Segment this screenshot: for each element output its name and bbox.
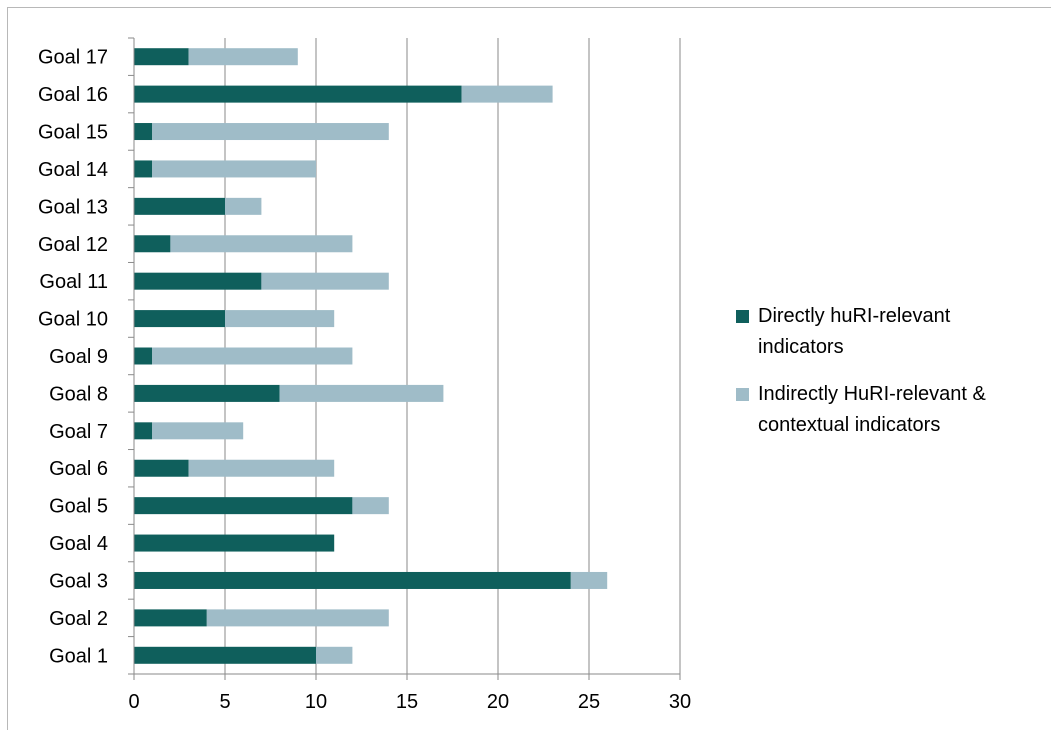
bar-series1-goal-16 <box>134 85 462 103</box>
bar-series1-goal-12 <box>134 235 171 253</box>
category-label: Goal 14 <box>38 159 108 181</box>
category-label: Goal 4 <box>49 533 108 555</box>
category-labels: Goal 1 Goal 2 Goal 3 Goal 4 Goal 5 Goal 6 Goal… <box>38 47 108 668</box>
bar-series1-goal-3 <box>134 571 571 589</box>
bar-series1-goal-8 <box>134 384 280 402</box>
category-label: Goal 12 <box>38 234 108 256</box>
bar-series1-goal-1 <box>134 646 316 664</box>
bar-series2-goal-5 <box>352 497 389 515</box>
legend-label-1: indicators <box>758 336 844 358</box>
legend-label-2: contextual indicators <box>758 414 940 436</box>
axes <box>128 37 681 680</box>
bar-series2-goal-11 <box>261 272 389 290</box>
category-label: Goal 11 <box>39 271 108 293</box>
bar-series2-goal-16 <box>461 85 553 103</box>
bar-series1-goal-15 <box>134 123 153 141</box>
bar-series1-goal-14 <box>134 160 153 178</box>
category-label: Goal 9 <box>49 346 108 368</box>
legend-swatch-1 <box>736 310 749 323</box>
bar-series2-goal-15 <box>152 123 389 141</box>
x-tick-label: 0 <box>128 691 139 713</box>
bar-series2-goal-12 <box>170 235 353 253</box>
category-label: Goal 8 <box>49 383 108 405</box>
bar-series1-goal-10 <box>134 310 225 328</box>
category-label: Goal 17 <box>38 47 108 69</box>
bars <box>134 48 608 664</box>
category-label: Goal 6 <box>49 458 108 480</box>
bar-series2-goal-17 <box>188 48 298 66</box>
bar-series1-goal-7 <box>134 422 153 440</box>
category-label: Goal 15 <box>38 122 108 144</box>
bar-series1-goal-5 <box>134 497 353 515</box>
legend-label-1: Directly huRI-relevant <box>758 305 951 327</box>
bar-series2-goal-2 <box>206 609 389 627</box>
bar-series2-goal-1 <box>316 646 353 664</box>
x-tick-label: 25 <box>578 691 600 713</box>
bar-series1-goal-2 <box>134 609 207 627</box>
category-label: Goal 13 <box>38 196 108 218</box>
category-label: Goal 2 <box>49 608 108 630</box>
x-tick-label: 5 <box>219 691 230 713</box>
x-tick-labels: 0 5 10 15 20 25 30 <box>128 691 691 713</box>
bar-series1-goal-4 <box>134 534 335 552</box>
bar-series2-goal-6 <box>188 459 335 477</box>
legend-label-2: Indirectly HuRI-relevant & <box>758 383 987 405</box>
bar-series2-goal-13 <box>225 197 262 215</box>
category-label: Goal 1 <box>49 645 108 667</box>
bar-series1-goal-13 <box>134 197 225 215</box>
category-label: Goal 7 <box>49 421 108 443</box>
legend: Directly huRI-relevant indicators Indirect… <box>736 305 987 436</box>
x-tick-label: 15 <box>396 691 418 713</box>
bar-series2-goal-3 <box>570 571 608 589</box>
category-label: Goal 16 <box>38 84 108 106</box>
bar-series2-goal-8 <box>279 384 444 402</box>
bar-series2-goal-14 <box>152 160 316 178</box>
category-label: Goal 10 <box>38 309 108 331</box>
bar-series1-goal-9 <box>134 347 153 365</box>
legend-swatch-2 <box>736 388 749 401</box>
chart-frame <box>7 7 1051 730</box>
category-label: Goal 3 <box>49 570 108 592</box>
bar-series1-goal-6 <box>134 459 189 477</box>
bar-series1-goal-17 <box>134 48 189 66</box>
x-tick-label: 30 <box>669 691 691 713</box>
bar-series2-goal-10 <box>225 310 335 328</box>
x-tick-label: 10 <box>305 691 327 713</box>
bar-series2-goal-7 <box>152 422 244 440</box>
bar-series2-goal-9 <box>152 347 353 365</box>
bar-series1-goal-11 <box>134 272 262 290</box>
x-tick-label: 20 <box>487 691 509 713</box>
category-label: Goal 5 <box>49 496 108 518</box>
